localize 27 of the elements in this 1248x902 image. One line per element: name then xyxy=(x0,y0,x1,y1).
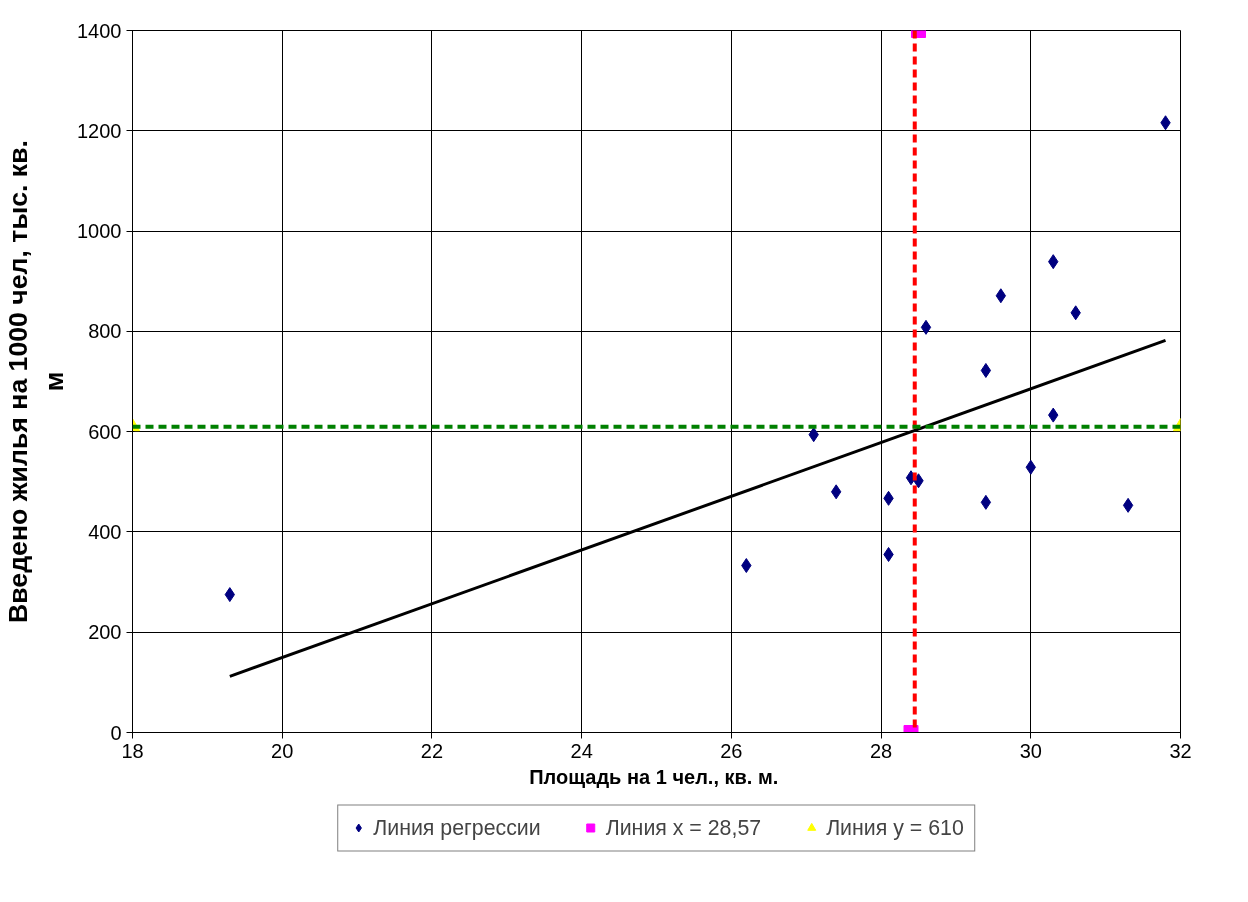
y-tick-label: 0 xyxy=(110,721,122,744)
y-tick-label: 400 xyxy=(88,520,122,543)
point xyxy=(830,484,842,500)
y-tick-label: 1400 xyxy=(77,19,122,42)
point xyxy=(980,362,992,378)
x-tick-label: 32 xyxy=(1169,739,1192,762)
x-tick-label: 30 xyxy=(1019,739,1042,762)
legend-label: Линия y = 610 xyxy=(826,815,964,840)
point xyxy=(995,288,1007,304)
y-axis-title: Введено жилья на 1000 чел, тыс. кв. м xyxy=(3,140,70,623)
x-tick-label: 18 xyxy=(121,739,144,762)
point xyxy=(980,494,992,510)
x-tick-label: 26 xyxy=(720,739,743,762)
y-tick-label: 1000 xyxy=(77,220,122,243)
y-tick-label: 800 xyxy=(88,320,122,343)
legend-label: Линия регрессии xyxy=(373,815,541,840)
x-tick-label: 28 xyxy=(869,739,893,762)
y-tick-label: 200 xyxy=(88,621,122,644)
x-tick-label: 22 xyxy=(420,739,444,762)
x-axis-title: Площадь на 1 чел., кв. м. xyxy=(529,765,779,788)
legend-label: Линия x = 28,57 xyxy=(605,815,762,840)
y-tick-label: 1200 xyxy=(77,119,122,142)
y-tick-label: 600 xyxy=(88,420,122,443)
x-tick-label: 20 xyxy=(271,739,294,762)
point xyxy=(1122,497,1134,513)
point xyxy=(920,319,932,335)
x-tick-label: 24 xyxy=(570,739,593,762)
